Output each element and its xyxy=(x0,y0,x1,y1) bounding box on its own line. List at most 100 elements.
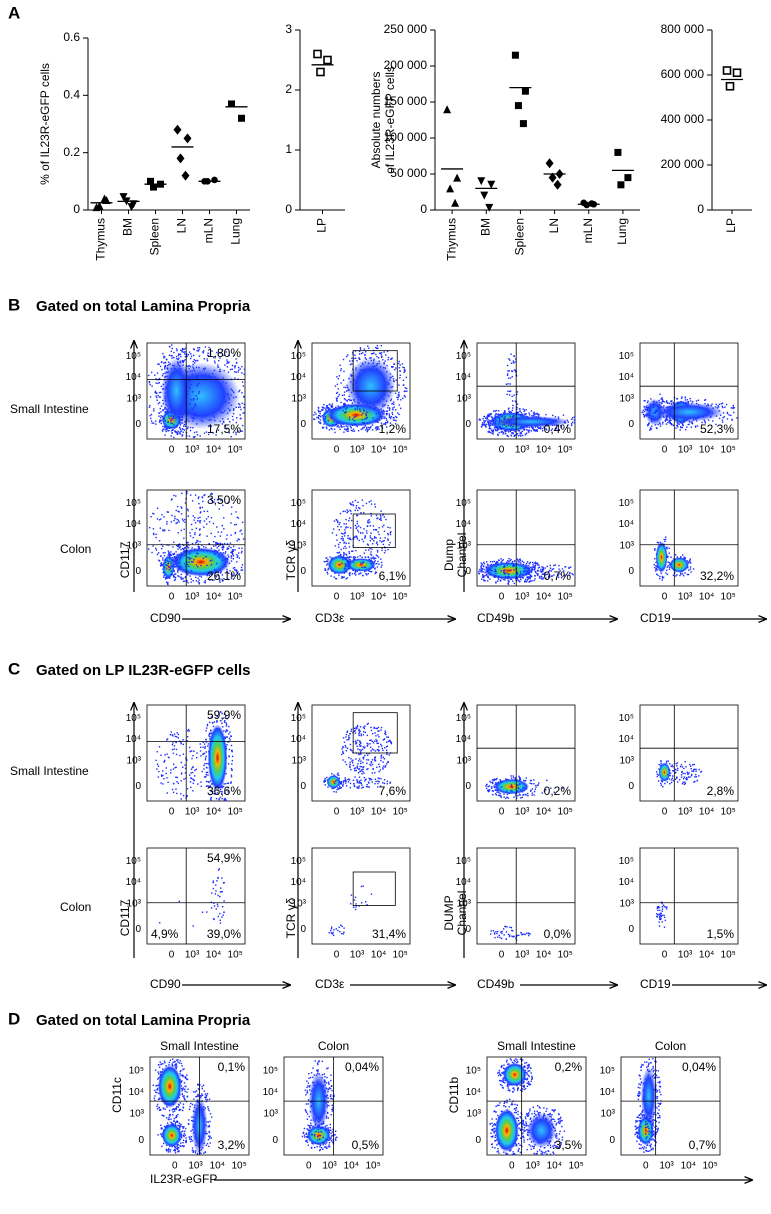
event-dot xyxy=(559,573,561,575)
event-dot xyxy=(192,363,194,366)
event-dot xyxy=(164,754,166,756)
event-dot xyxy=(198,547,200,549)
event-dot xyxy=(721,419,724,421)
event-dot xyxy=(514,430,516,433)
event-dot xyxy=(230,506,233,508)
event-dot xyxy=(180,793,182,795)
event-dot xyxy=(224,720,226,722)
event-dot xyxy=(503,411,505,414)
data-point xyxy=(211,176,218,184)
event-dot xyxy=(191,408,194,411)
event-dot xyxy=(166,777,168,779)
event-dot xyxy=(172,791,175,794)
event-dot xyxy=(223,528,225,530)
event-dot xyxy=(210,547,213,550)
event-dot xyxy=(226,736,228,738)
event-dot xyxy=(511,560,514,563)
event-dot xyxy=(389,417,392,420)
event-dot xyxy=(357,760,360,762)
event-dot xyxy=(179,545,181,547)
x-tick-label: 0 xyxy=(169,807,175,818)
event-dot xyxy=(366,574,368,576)
event-dot xyxy=(548,571,550,573)
event-dot xyxy=(240,417,242,420)
event-dot xyxy=(351,357,353,359)
event-dot xyxy=(512,432,514,435)
event-dot xyxy=(336,397,338,400)
event-dot xyxy=(224,792,226,794)
event-dot xyxy=(369,739,371,742)
event-dot xyxy=(534,561,537,564)
event-dot xyxy=(665,400,668,402)
event-dot xyxy=(570,424,573,427)
event-dot xyxy=(517,411,519,414)
event-dot xyxy=(317,407,320,409)
event-dot xyxy=(380,541,383,543)
event-dot xyxy=(328,429,331,431)
event-dot xyxy=(155,423,157,425)
event-dot xyxy=(389,422,392,424)
event-dot xyxy=(514,371,517,373)
event-dot xyxy=(387,533,389,536)
event-dot xyxy=(531,569,534,571)
event-dot xyxy=(337,787,339,789)
event-dot xyxy=(490,416,493,418)
event-dot xyxy=(372,417,374,419)
event-dot xyxy=(646,401,649,404)
event-dot xyxy=(195,580,198,582)
event-dot xyxy=(384,549,387,552)
event-dot xyxy=(161,514,163,516)
event-dot xyxy=(241,372,243,374)
event-dot xyxy=(219,498,221,500)
event-dot xyxy=(188,368,190,370)
event-dot xyxy=(647,423,650,426)
data-point xyxy=(323,55,332,65)
event-dot xyxy=(232,549,234,551)
event-dot xyxy=(542,567,544,570)
event-dot xyxy=(508,390,511,393)
event-dot xyxy=(166,428,168,431)
x-tick-label: 10⁴ xyxy=(699,592,714,603)
event-dot xyxy=(659,393,661,395)
event-dot xyxy=(528,414,531,416)
data-point xyxy=(519,120,527,128)
event-dot xyxy=(481,422,484,424)
event-dot xyxy=(173,556,176,559)
data-point xyxy=(147,177,154,185)
event-dot xyxy=(242,385,245,387)
event-dot xyxy=(159,419,161,421)
event-dot xyxy=(375,429,378,431)
event-dot xyxy=(348,552,351,555)
event-dot xyxy=(241,402,243,405)
event-dot xyxy=(372,525,375,527)
event-dot xyxy=(516,391,519,393)
event-dot xyxy=(158,396,161,398)
event-dot xyxy=(652,411,655,414)
event-dot xyxy=(363,511,365,514)
event-dot xyxy=(228,501,230,503)
event-dot xyxy=(175,509,177,512)
event-dot xyxy=(186,508,189,510)
event-dot xyxy=(383,539,385,542)
y-tick-label: 0 xyxy=(300,566,306,577)
event-dot xyxy=(355,507,358,509)
event-dot xyxy=(643,410,646,413)
event-dot xyxy=(528,563,531,565)
event-dot xyxy=(370,570,372,573)
event-dot xyxy=(363,421,365,424)
event-dot xyxy=(324,779,326,782)
event-dot xyxy=(386,753,388,756)
event-dot xyxy=(356,514,358,517)
event-dot xyxy=(670,423,673,425)
event-dot xyxy=(353,420,356,422)
event-dot xyxy=(681,573,684,575)
event-dot xyxy=(369,743,371,745)
event-dot xyxy=(376,517,378,520)
event-dot xyxy=(497,434,499,437)
event-dot xyxy=(217,542,220,545)
event-dot xyxy=(184,576,187,578)
event-dot xyxy=(336,399,338,402)
event-dot xyxy=(523,428,525,430)
event-dot xyxy=(530,410,533,412)
event-dot xyxy=(666,402,669,404)
